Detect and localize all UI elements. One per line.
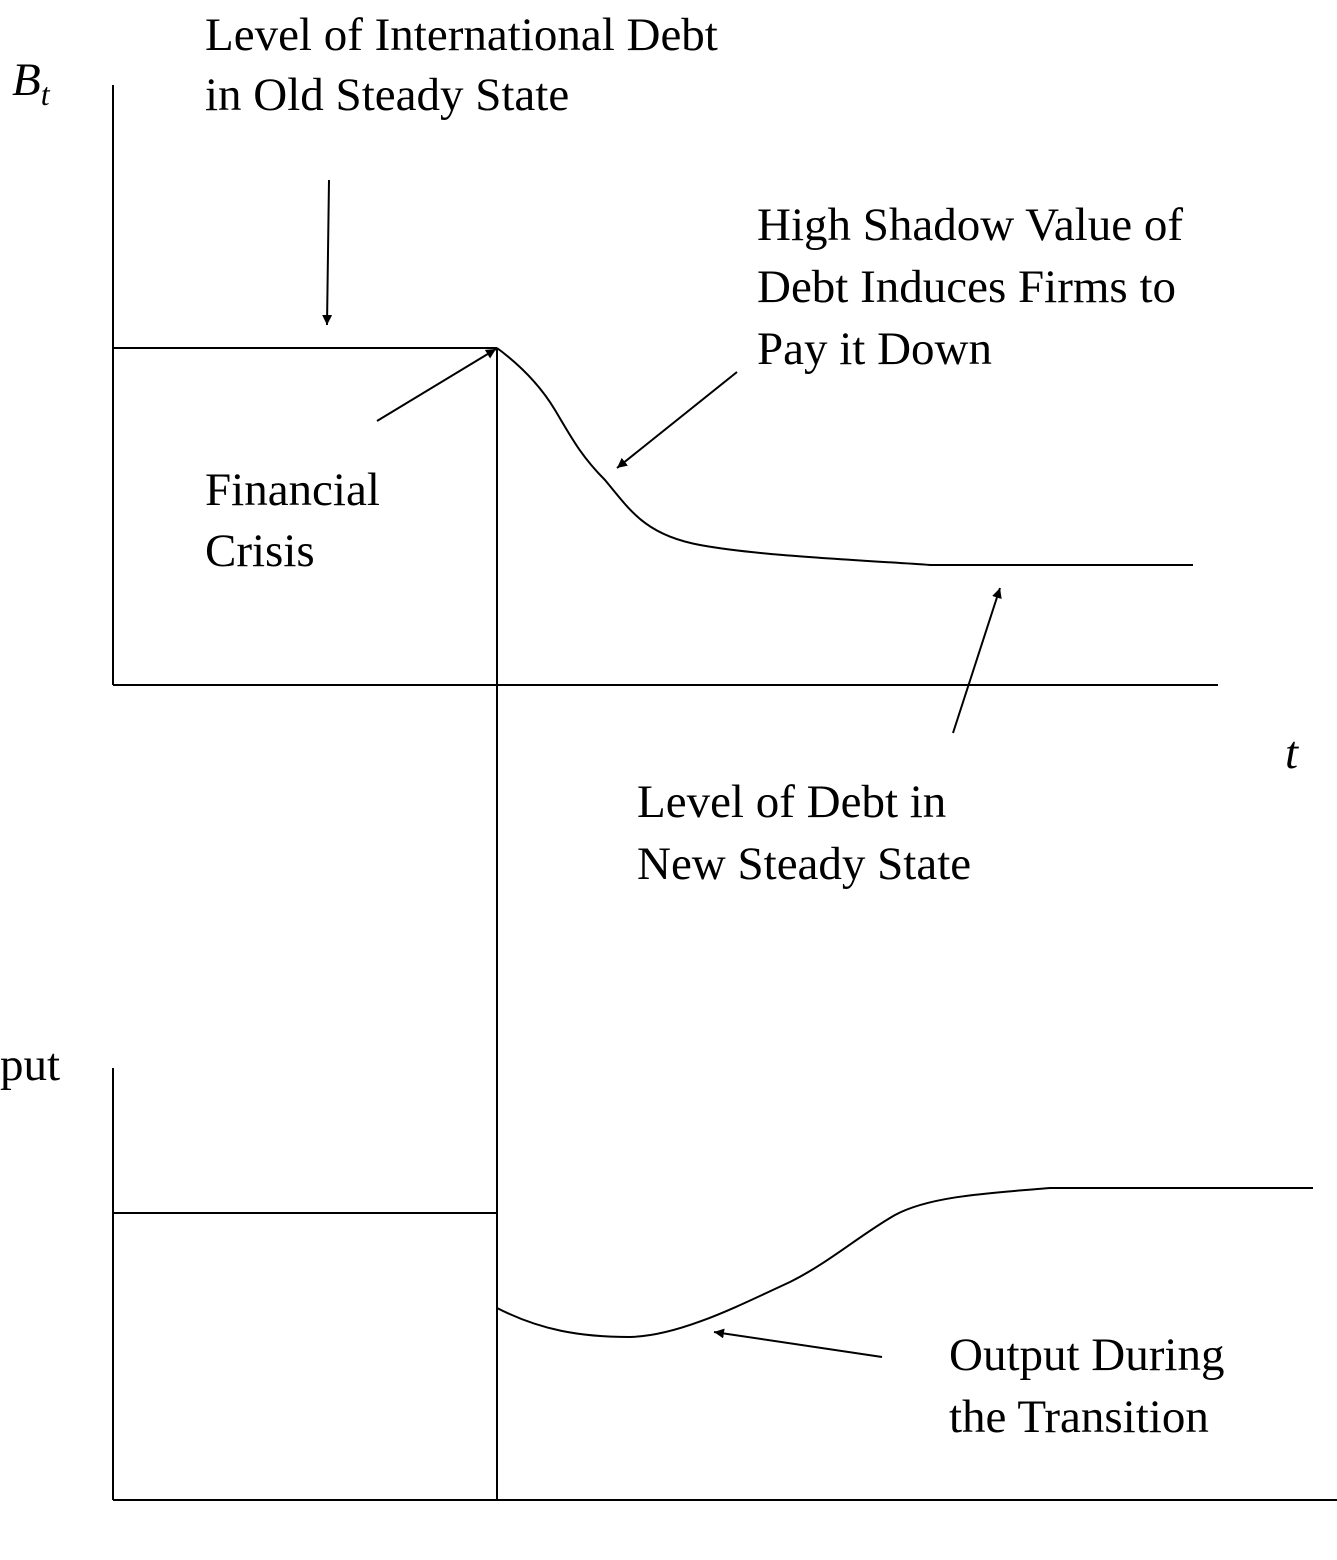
debt-path <box>496 347 1193 566</box>
arrow <box>952 587 1002 734</box>
annotation: in Old Steady State <box>205 69 569 121</box>
arrow <box>713 1328 883 1358</box>
annotation: the Transition <box>949 1391 1209 1443</box>
arrow <box>376 348 497 422</box>
y-axis-label: put <box>0 1039 60 1091</box>
output-path <box>496 1187 1313 1339</box>
annotation: Level of Debt in <box>637 776 946 828</box>
annotation: Level of International Debt <box>205 9 718 61</box>
arrow <box>322 179 333 326</box>
arrow <box>616 371 738 469</box>
label-main: B <box>12 54 41 106</box>
x-axis-label: t <box>1285 727 1299 779</box>
annotation: New Steady State <box>637 838 971 890</box>
annotation: Financial <box>205 464 380 516</box>
annotation: Debt Induces Firms to <box>757 261 1176 313</box>
label-sub: t <box>41 76 51 112</box>
annotation: Pay it Down <box>757 323 992 375</box>
annotation: High Shadow Value of <box>757 199 1183 251</box>
annotation: Crisis <box>205 525 315 577</box>
annotation: Output During <box>949 1329 1224 1381</box>
y-axis-label: Bt <box>12 54 51 112</box>
